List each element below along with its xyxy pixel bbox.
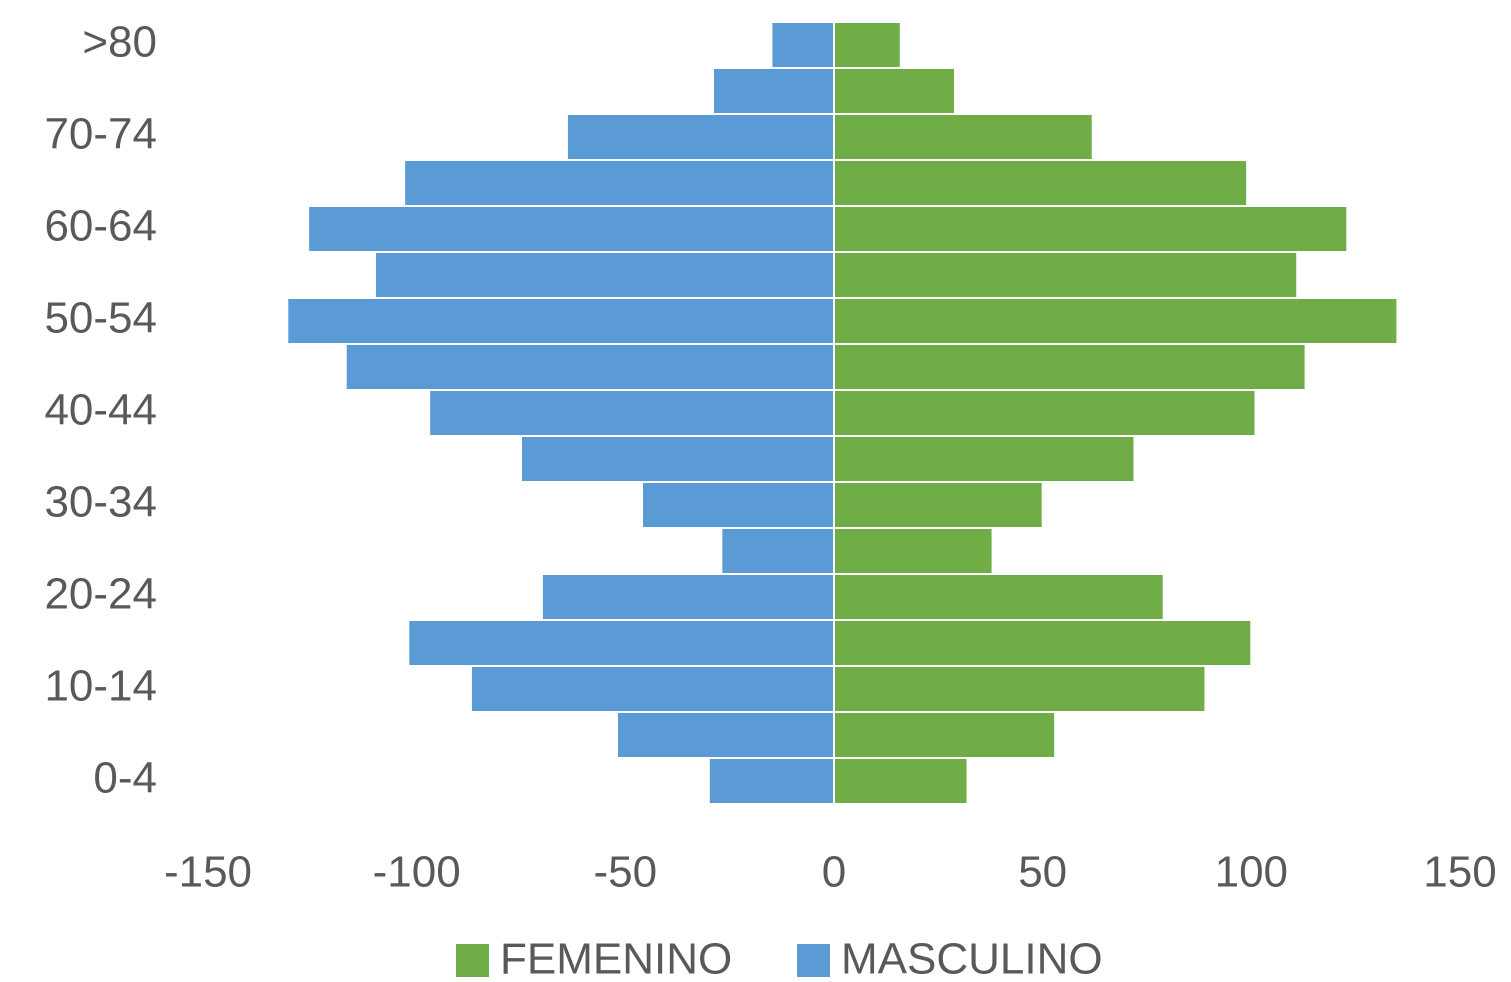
bar: [375, 252, 834, 298]
bar: [834, 390, 1256, 436]
bar: [834, 666, 1205, 712]
y-tick-label: 0-4: [93, 754, 157, 803]
bar: [834, 528, 993, 574]
bar: [542, 574, 834, 620]
bar: [471, 666, 834, 712]
bar: [642, 482, 834, 528]
bar: [834, 160, 1247, 206]
y-tick-label: 70-74: [44, 110, 157, 159]
bar: [771, 22, 834, 68]
bar: [834, 482, 1043, 528]
bar: [429, 390, 834, 436]
x-tick-label: 100: [1215, 848, 1288, 897]
legend-swatch: [456, 944, 489, 977]
x-tick-label: -150: [164, 848, 252, 897]
bar: [834, 68, 955, 114]
x-tick-label: 0: [822, 848, 846, 897]
x-tick-label: -100: [373, 848, 461, 897]
bar: [287, 298, 834, 344]
bar: [617, 712, 834, 758]
bar: [834, 114, 1093, 160]
legend-label: MASCULINO: [841, 935, 1103, 982]
bar: [521, 436, 834, 482]
bar: [834, 252, 1297, 298]
bar: [709, 758, 834, 804]
bar: [404, 160, 834, 206]
y-tick-label: >80: [82, 18, 157, 67]
bar: [834, 22, 901, 68]
bar: [834, 758, 968, 804]
y-tick-label: 40-44: [44, 386, 157, 435]
bar: [834, 298, 1397, 344]
y-tick-label: 30-34: [44, 478, 157, 527]
bar: [834, 574, 1164, 620]
legend-label: FEMENINO: [500, 935, 732, 982]
bar: [834, 344, 1306, 390]
bar: [834, 712, 1055, 758]
bar: [346, 344, 834, 390]
legend-swatch: [797, 944, 830, 977]
bar: [308, 206, 834, 252]
x-tick-label: -50: [594, 848, 658, 897]
x-tick-label: 150: [1423, 848, 1496, 897]
chart: -150 -100 -50 0 50 100 150 0-4 10-14 20-24 30-34 40…: [0, 0, 1511, 982]
bar: [567, 114, 834, 160]
bar: [834, 436, 1134, 482]
y-tick-label: 20-24: [44, 570, 157, 619]
y-tick-label: 10-14: [44, 662, 157, 711]
bar: [408, 620, 834, 666]
bar: [834, 620, 1251, 666]
bar: [721, 528, 834, 574]
bar: [834, 206, 1347, 252]
bar: [713, 68, 834, 114]
page: {"chart_data": {"type": "pyramid", "cate…: [0, 0, 1511, 982]
x-tick-label: 50: [1018, 848, 1067, 897]
y-tick-label: 50-54: [44, 294, 157, 343]
y-tick-label: 60-64: [44, 202, 157, 251]
